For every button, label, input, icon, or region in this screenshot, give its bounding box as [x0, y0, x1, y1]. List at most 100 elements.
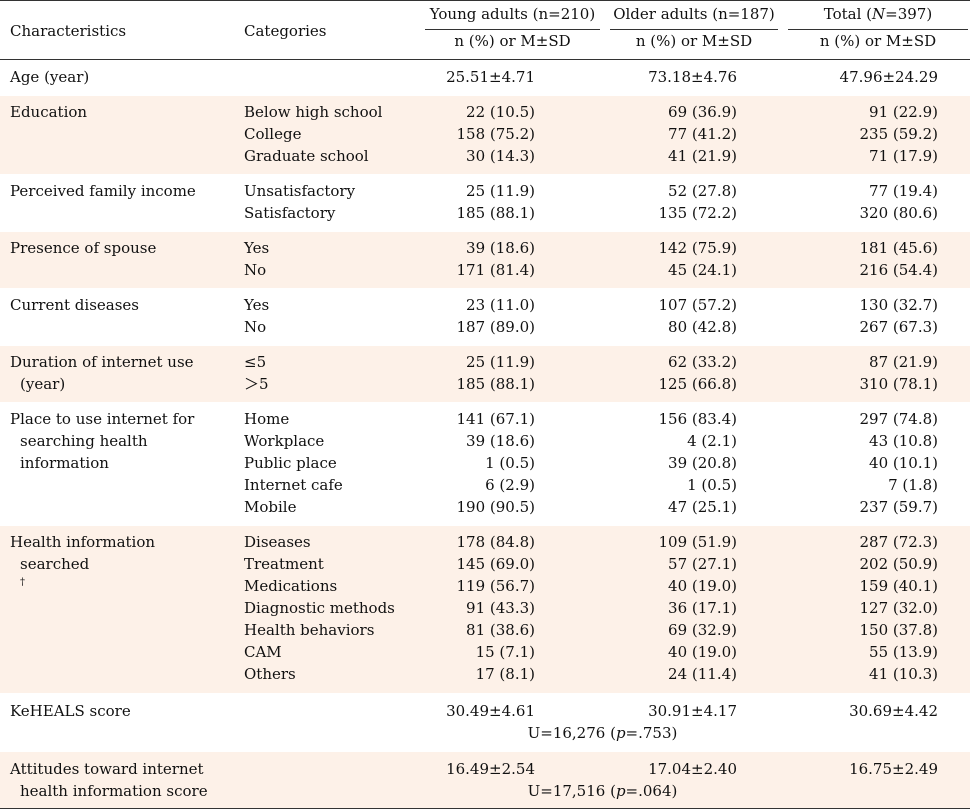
label-line: Health information [10, 533, 156, 551]
category: Health behaviors [244, 621, 375, 639]
value: 178 (84.8) [456, 533, 535, 551]
keheals-young: 30.49±4.61 [446, 702, 535, 720]
row-education: Education Below high school College Grad… [0, 96, 970, 175]
value: 109 (51.9) [658, 533, 737, 551]
value: 40 (19.0) [668, 577, 737, 595]
value: 190 (90.5) [456, 498, 535, 516]
category: Below high school [244, 103, 383, 121]
value: 7 (1.8) [888, 476, 938, 494]
label-line: information [20, 454, 109, 472]
category: Home [244, 410, 290, 428]
row-current-diseases: Current diseases Yes No 23 (11.0) 187 (8… [0, 289, 970, 346]
value: 135 (72.2) [658, 204, 737, 222]
value: 185 (88.1) [456, 204, 535, 222]
dagger-footnote-mark: † [20, 577, 25, 588]
value: 1 (0.5) [687, 476, 737, 494]
value: 158 (75.2) [456, 125, 535, 143]
value: 39 (18.6) [466, 432, 535, 450]
label-keheals: KeHEALS score [10, 702, 131, 720]
value: 267 (67.3) [859, 318, 938, 336]
category: Yes [244, 296, 270, 314]
keheals-total: 30.69±4.42 [849, 702, 938, 720]
value: 150 (37.8) [859, 621, 938, 639]
value: 107 (57.2) [658, 296, 737, 314]
header-young-adults: Young adults (n=210) [429, 5, 596, 23]
age-young: 25.51±4.71 [446, 68, 535, 86]
value: 159 (40.1) [859, 577, 938, 595]
duration-total: 87 (21.9) 310 (78.1) [800, 351, 938, 395]
diseases-older: 107 (57.2) 80 (42.8) [600, 294, 737, 338]
income-older: 52 (27.8) 135 (72.2) [600, 180, 737, 224]
category: Mobile [244, 498, 297, 516]
category: No [244, 261, 267, 279]
value: 130 (32.7) [859, 296, 938, 314]
value: 187 (89.0) [456, 318, 535, 336]
value: 69 (36.9) [668, 103, 737, 121]
category: Unsatisfactory [244, 182, 356, 200]
row-age: Age (year) 25.51±4.71 73.18±4.76 47.96±2… [0, 60, 970, 96]
header-sub-total: n (%) or M±SD [819, 32, 937, 50]
income-categories: Unsatisfactory Satisfactory [244, 180, 355, 224]
value: 171 (81.4) [456, 261, 535, 279]
category: CAM [244, 643, 282, 661]
value: 45 (24.1) [668, 261, 737, 279]
value: 41 (10.3) [869, 665, 938, 683]
value: 62 (33.2) [668, 353, 737, 371]
value: 77 (19.4) [869, 182, 938, 200]
label-internet-duration: Duration of internet use (year) [10, 351, 194, 395]
searched-categories: Diseases Treatment Medications Diagnosti… [244, 531, 395, 685]
duration-categories: ≤5 ＞5 [244, 351, 269, 395]
spouse-categories: Yes No [244, 237, 269, 281]
spouse-total: 181 (45.6) 216 (54.4) [800, 237, 938, 281]
table-header: Characteristics Categories Young adults … [0, 1, 970, 60]
header-rule-total [788, 29, 968, 30]
value: 41 (21.9) [668, 147, 737, 165]
value: 156 (83.4) [658, 410, 737, 428]
income-young: 25 (11.9) 185 (88.1) [400, 180, 535, 224]
row-keheals: KeHEALS score 30.49±4.61 30.91±4.17 30.6… [0, 694, 970, 752]
label-line: searched † [20, 555, 90, 588]
value: 81 (38.6) [466, 621, 535, 639]
label-line: Attitudes toward internet [10, 760, 204, 778]
value: 15 (7.1) [475, 643, 535, 661]
value: 287 (72.3) [859, 533, 938, 551]
education-total: 91 (22.9) 235 (59.2) 71 (17.9) [800, 101, 938, 167]
value: 25 (11.9) [466, 182, 535, 200]
value: 4 (2.1) [687, 432, 737, 450]
spouse-young: 39 (18.6) 171 (81.4) [400, 237, 535, 281]
value: 127 (32.0) [859, 599, 938, 617]
diseases-young: 23 (11.0) 187 (89.0) [400, 294, 535, 338]
category: Workplace [244, 432, 325, 450]
diseases-total: 130 (32.7) 267 (67.3) [800, 294, 938, 338]
value: 216 (54.4) [859, 261, 938, 279]
value: 55 (13.9) [869, 643, 938, 661]
header-rule-young [425, 29, 600, 30]
category: Public place [244, 454, 337, 472]
header-characteristics: Characteristics [10, 22, 127, 40]
row-info-searched: Health information searched † Diseases Tr… [0, 526, 970, 694]
value: 145 (69.0) [456, 555, 535, 573]
value: 43 (10.8) [869, 432, 938, 450]
value: 40 (10.1) [869, 454, 938, 472]
value: 47 (25.1) [668, 498, 737, 516]
row-place-of-use: Place to use internet for searching heal… [0, 403, 970, 526]
row-spouse: Presence of spouse Yes No 39 (18.6) 171 … [0, 232, 970, 289]
label-current-diseases: Current diseases [10, 296, 140, 314]
label-family-income: Perceived family income [10, 182, 196, 200]
category: Diseases [244, 533, 311, 551]
value: 91 (43.3) [466, 599, 535, 617]
header-total: Total (N=397) [823, 5, 933, 23]
row-family-income: Perceived family income Unsatisfactory S… [0, 175, 970, 232]
keheals-older: 30.91±4.17 [648, 702, 737, 720]
value: 125 (66.8) [658, 375, 737, 393]
label-age: Age (year) [10, 68, 90, 86]
value: 39 (18.6) [466, 239, 535, 257]
header-sub-young: n (%) or M±SD [454, 32, 571, 50]
header-sub-older: n (%) or M±SD [635, 32, 753, 50]
duration-older: 62 (33.2) 125 (66.8) [600, 351, 737, 395]
value: 185 (88.1) [456, 375, 535, 393]
value: 91 (22.9) [869, 103, 938, 121]
category: ＞5 [244, 375, 269, 393]
value: 142 (75.9) [658, 239, 737, 257]
